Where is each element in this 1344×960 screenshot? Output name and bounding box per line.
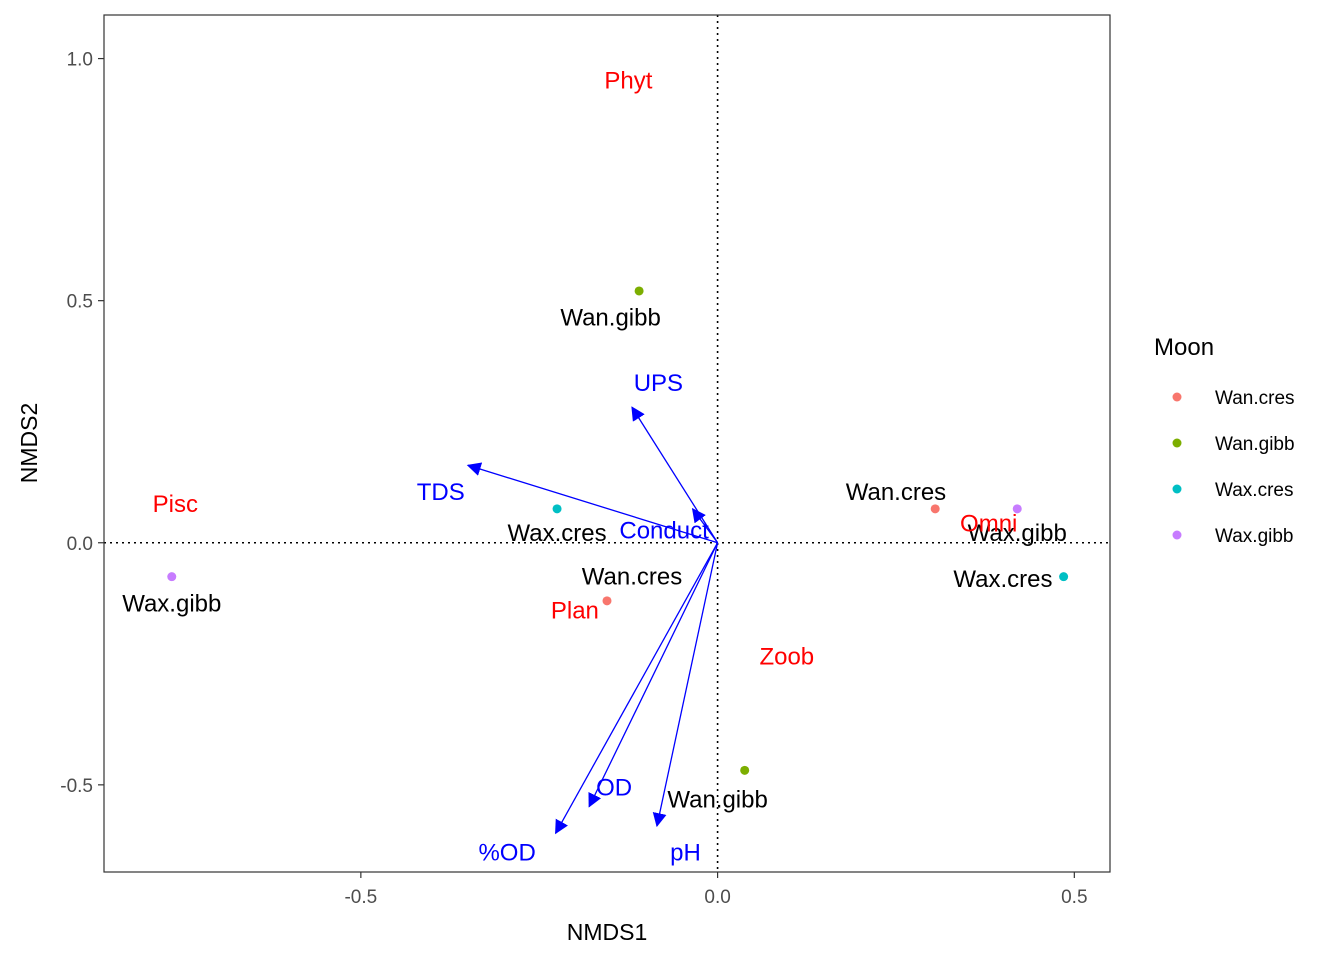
vector-label: OD (596, 774, 632, 801)
site-label: Wax.gibb (968, 520, 1067, 547)
species-label: Omni (960, 510, 1017, 537)
y-tick-label: -0.5 (60, 776, 93, 797)
site-labels: Wan.gibb Wax.cres Wan.cres Wax.gibb Wax.gibb… (122, 305, 1067, 814)
y-tick-label: 1.0 (67, 50, 93, 71)
legend-entry-label: Wan.cres (1215, 388, 1295, 409)
site-points (167, 286, 1069, 775)
site-point (602, 596, 612, 606)
x-tick-label: -0.5 (344, 887, 377, 908)
site-label: Wax.gibb (122, 590, 221, 617)
site-label: Wax.cres (507, 520, 606, 547)
x-axis: -0.5 0.0 0.5 (344, 872, 1088, 908)
legend-key (1172, 484, 1182, 494)
site-label: Wan.cres (846, 479, 946, 506)
species-label: Pisc (153, 491, 198, 518)
site-label: Wax.cres (953, 566, 1052, 593)
site-label: Wan.gibb (667, 786, 768, 813)
x-tick-label: 0.5 (1061, 887, 1087, 908)
vector-label: Conduct (619, 518, 709, 545)
site-point (1059, 572, 1069, 582)
panel-border (103, 14, 1111, 873)
environmental-vectors (466, 406, 719, 835)
x-tick-label: 0.0 (704, 887, 730, 908)
y-axis: -0.5 0.0 0.5 1.0 (60, 50, 104, 797)
y-tick-label: 0.0 (67, 534, 93, 555)
legend-title: Moon (1154, 334, 1214, 361)
panel-background (104, 15, 1110, 872)
y-axis-title: NMDS2 (16, 403, 42, 484)
site-point (552, 504, 562, 514)
species-label: Phyt (604, 67, 652, 94)
site-label: Wan.gibb (560, 305, 661, 332)
site-point (740, 765, 750, 775)
legend-entry-label: Wax.gibb (1215, 526, 1294, 547)
vector-arrow (691, 507, 719, 544)
vector-label: TDS (417, 479, 465, 506)
vector-arrow (466, 462, 718, 544)
vector-arrow (652, 542, 719, 828)
vector-labels: UPS TDS Conduct OD %OD pH (417, 370, 709, 867)
vector-label: %OD (478, 840, 535, 867)
species-labels: Phyt Pisc Omni Plan Zoob (153, 67, 1018, 670)
legend-key (1172, 438, 1182, 448)
site-point (634, 286, 644, 296)
legend-entry-label: Wax.cres (1215, 480, 1293, 501)
legend-key (1172, 392, 1182, 402)
species-label: Zoob (759, 644, 814, 671)
legend-key (1172, 530, 1182, 540)
site-point (1012, 504, 1022, 514)
site-label: Wan.cres (582, 564, 682, 591)
reference-lines (104, 15, 1110, 872)
x-axis-title: NMDS1 (567, 919, 648, 945)
vector-label: UPS (634, 370, 683, 397)
site-point (167, 572, 177, 582)
vector-arrow (588, 542, 719, 808)
site-point (930, 504, 940, 514)
vector-arrow (555, 542, 719, 835)
y-tick-label: 0.5 (67, 292, 93, 313)
vector-label: pH (670, 840, 701, 867)
species-label: Plan (551, 598, 599, 625)
legend-entry-label: Wan.gibb (1215, 434, 1295, 455)
legend: Moon Wan.cres Wan.gibb Wax.cres Wax.gibb (1154, 334, 1295, 547)
